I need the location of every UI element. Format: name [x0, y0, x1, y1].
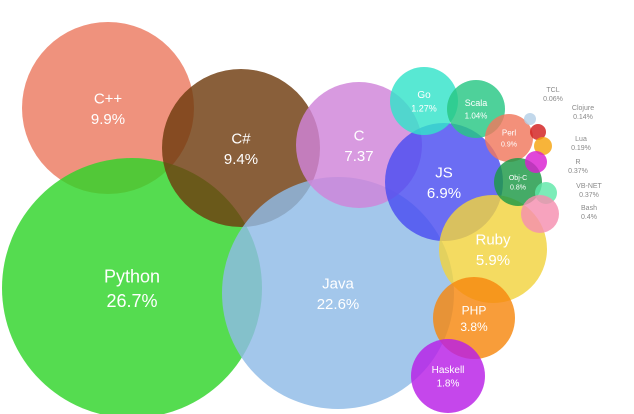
bubble-lua-name: Lua [575, 136, 587, 143]
bubble-bash[interactable] [521, 195, 559, 233]
bubble-go[interactable] [390, 67, 458, 135]
bubble-js-name: JS [435, 164, 453, 181]
bubble-go-value: 1.27% [411, 104, 437, 114]
bubble-perl-value: 0.9% [501, 142, 517, 149]
bubble-vb-net-name: VB-NET [576, 183, 602, 190]
bubble-js-value: 6.9% [427, 185, 461, 202]
bubble-tcl-name: TCL [546, 87, 559, 94]
bubbles-layer [2, 22, 559, 414]
bubble-r-name: R [575, 159, 580, 166]
bubble-haskell[interactable] [411, 339, 485, 413]
bubble-scala-name: Scala [465, 98, 488, 108]
bubble-go-name: Go [417, 90, 431, 101]
bubble-bash-name: Bash [581, 205, 597, 212]
bubble-java-name: Java [322, 275, 354, 292]
bubble-r-value: 0.37% [568, 168, 588, 175]
bubble-c-value: 9.9% [91, 111, 125, 128]
bubble-bash-value: 0.4% [581, 214, 597, 221]
bubble-tcl[interactable] [524, 113, 536, 125]
bubble-c-name: C++ [94, 90, 123, 107]
bubble-vb-net-value: 0.37% [579, 192, 599, 199]
bubble-clojure-value: 0.14% [573, 114, 593, 121]
bubble-python-name: Python [104, 266, 160, 286]
bubble-c-value: 9.4% [224, 151, 258, 168]
bubble-tcl-value: 0.06% [543, 96, 563, 103]
bubble-clojure-name: Clojure [572, 105, 594, 112]
bubble-python-value: 26.7% [106, 291, 157, 311]
bubble-lua-value: 0.19% [571, 145, 591, 152]
bubble-c-name: C [354, 127, 365, 144]
bubble-c-name: C# [231, 130, 251, 147]
bubble-php-name: PHP [462, 303, 487, 317]
bubble-obj-c-value: 0.8% [510, 184, 526, 191]
bubble-r[interactable] [525, 151, 547, 173]
bubble-perl-name: Perl [502, 129, 516, 138]
bubble-haskell-value: 1.8% [437, 379, 460, 390]
bubble-ruby-name: Ruby [475, 231, 511, 248]
bubble-haskell-name: Haskell [432, 365, 465, 376]
bubble-php-value: 3.8% [460, 320, 488, 334]
bubble-ruby-value: 5.9% [476, 252, 510, 269]
bubble-obj-c-name: Obj-C [509, 175, 527, 182]
bubble-java-value: 22.6% [317, 296, 360, 313]
bubble-scala-value: 1.04% [465, 112, 488, 121]
bubble-c-value: 7.37 [344, 148, 373, 165]
